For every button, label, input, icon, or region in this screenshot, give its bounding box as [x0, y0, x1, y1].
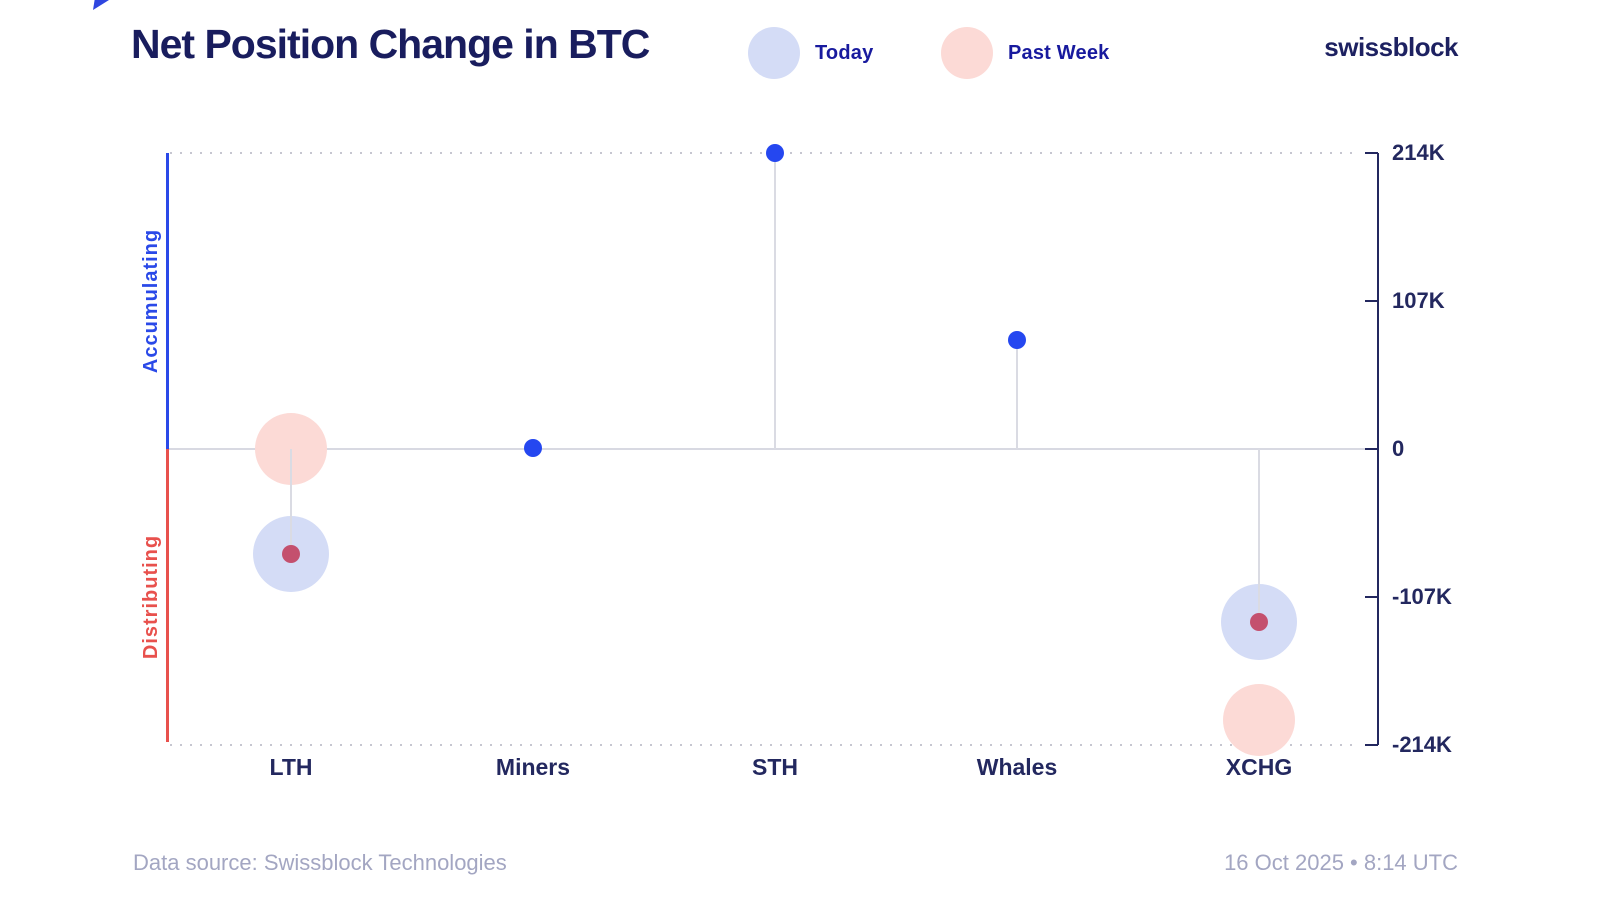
x-category-label-miners: Miners: [495, 754, 571, 780]
grid-bottom-dotted-line: [170, 744, 1360, 746]
stem-lth: [290, 449, 292, 555]
y-tick-107K: [1365, 300, 1378, 302]
x-category-label-sth: STH: [752, 754, 798, 780]
marker-whales-today[interactable]: [1008, 330, 1026, 349]
y-tick--214K: [1365, 744, 1378, 746]
y-region-label-distributing: Distributing: [140, 534, 162, 660]
legend-item-today[interactable]: Today: [748, 27, 873, 79]
y-tick--107K: [1365, 596, 1378, 598]
chart-plot-area: Accumulating Distributing 214K 107K 0 -107K…: [140, 140, 1452, 780]
timestamp: 16 Oct 2025 • 8:14 UTC: [1224, 850, 1458, 875]
swissblock-logo: swissblock: [1324, 32, 1458, 62]
marker-xchg-past-week[interactable]: [1223, 684, 1295, 757]
past-week-swatch-icon: [941, 27, 993, 79]
y-tick-0: [1365, 448, 1378, 450]
x-category-label-whales: Whales: [976, 754, 1058, 780]
legend-label-today: Today: [815, 41, 874, 64]
data-source-note: Data source: Swissblock Technologies: [133, 850, 507, 875]
y-tick-214K: [1365, 152, 1378, 154]
right-y-axis: [1377, 153, 1379, 745]
stem-whales: [1016, 339, 1018, 449]
marker-miners-today[interactable]: [524, 438, 542, 457]
x-category-label-lth: LTH: [269, 754, 313, 780]
legend-item-past-week[interactable]: Past Week: [941, 27, 1110, 79]
marker-sth-today[interactable]: [766, 144, 784, 162]
stem-sth: [774, 153, 776, 449]
logo-fragment-icon: [93, 0, 109, 10]
y-tick-label-107K: 107K: [1392, 288, 1445, 313]
left-axis-distributing: [166, 449, 169, 742]
marker-lth-today-center-dot[interactable]: [282, 545, 300, 564]
chart-title: Net Position Change in BTC: [131, 21, 650, 67]
grid-top-dotted-line: [170, 152, 1360, 154]
marker-xchg-today-center-dot[interactable]: [1250, 612, 1268, 631]
y-tick-label--107K: -107K: [1392, 584, 1452, 609]
left-axis-accumulating: [166, 153, 169, 449]
y-region-label-accumulating: Accumulating: [140, 228, 162, 374]
y-tick-label--214K: -214K: [1392, 732, 1452, 757]
zero-baseline: [167, 448, 1378, 450]
legend-label-past-week: Past Week: [1008, 41, 1110, 64]
y-tick-label-214K: 214K: [1392, 140, 1445, 165]
x-category-label-xchg: XCHG: [1225, 754, 1293, 780]
stem-xchg: [1258, 449, 1260, 622]
y-tick-label-0: 0: [1392, 436, 1405, 461]
today-swatch-icon: [748, 27, 800, 79]
